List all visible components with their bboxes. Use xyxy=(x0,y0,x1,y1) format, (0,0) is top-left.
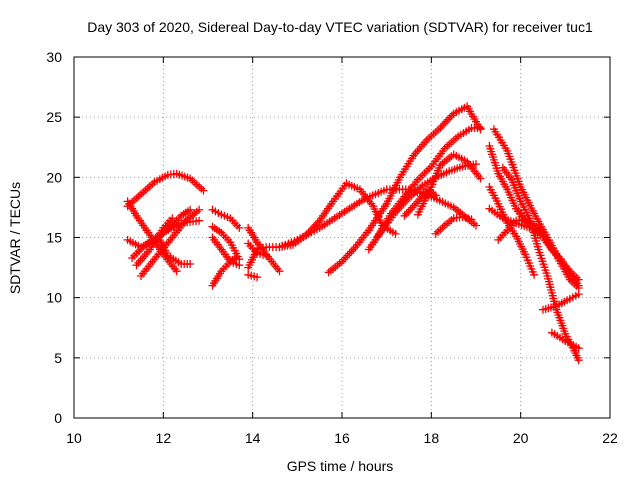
x-tick-label: 20 xyxy=(513,430,529,446)
data-point xyxy=(253,273,262,282)
data-point xyxy=(235,261,244,270)
data-point xyxy=(199,186,208,195)
data-point xyxy=(391,229,400,238)
data-point xyxy=(476,124,485,132)
data-point xyxy=(472,160,480,169)
y-tick-label: 25 xyxy=(46,109,62,125)
data-point xyxy=(235,223,244,232)
data-point xyxy=(447,111,456,120)
series-arc-21 xyxy=(413,150,485,219)
series-arc-19 xyxy=(373,124,485,241)
series-arc-27 xyxy=(485,204,583,292)
x-tick-label: 16 xyxy=(334,430,350,446)
data-point xyxy=(313,218,322,227)
series-arc-30 xyxy=(547,328,583,353)
data-point xyxy=(467,215,476,224)
x-axis-title: GPS time / hours xyxy=(287,458,394,474)
x-tick-label: 12 xyxy=(156,430,172,446)
data-point xyxy=(230,254,239,262)
data-point xyxy=(404,207,413,216)
y-tick-label: 5 xyxy=(54,350,62,366)
series-arc-13 xyxy=(244,223,284,276)
data-point xyxy=(530,270,539,279)
data-series xyxy=(123,102,583,365)
data-point xyxy=(410,201,419,210)
series-arc-15 xyxy=(244,239,271,260)
series-arc-7 xyxy=(154,233,195,268)
data-point xyxy=(476,174,485,183)
series-arc-31 xyxy=(512,204,547,236)
y-tick-label: 0 xyxy=(54,410,62,426)
data-point xyxy=(341,253,350,262)
series-arc-1 xyxy=(123,169,208,211)
data-point xyxy=(574,356,583,365)
x-tick-label: 10 xyxy=(66,430,82,446)
data-point xyxy=(443,115,452,124)
series-arc-8 xyxy=(208,205,244,232)
series-arc-14 xyxy=(244,270,262,282)
y-tick-label: 20 xyxy=(46,169,62,185)
chart-title: Day 303 of 2020, Sidereal Day-to-day VTE… xyxy=(87,19,593,35)
data-point xyxy=(186,205,195,214)
x-tick-label: 22 xyxy=(602,430,618,446)
series-arc-22 xyxy=(431,213,476,238)
data-point xyxy=(539,227,547,236)
data-point xyxy=(472,221,480,230)
data-point xyxy=(195,205,204,214)
series-arc-10 xyxy=(208,254,239,290)
data-point xyxy=(431,191,440,200)
x-tick-label: 18 xyxy=(424,430,440,446)
data-point xyxy=(275,267,284,276)
data-point xyxy=(574,290,583,299)
data-point xyxy=(186,260,195,268)
data-point xyxy=(438,121,447,130)
data-point xyxy=(262,251,271,260)
y-axis-title: SDTVAR / TECUs xyxy=(7,182,23,294)
series-arc-26 xyxy=(485,183,539,279)
y-tick-label: 10 xyxy=(46,290,62,306)
data-point xyxy=(168,214,177,223)
data-point xyxy=(400,211,409,220)
x-tick-label: 14 xyxy=(245,430,261,446)
data-point xyxy=(574,344,583,353)
axis-ticks: 10 12 14 16 18 20 22 0 5 10 15 20 25 30 xyxy=(46,49,618,446)
data-point xyxy=(172,267,181,276)
grid xyxy=(74,57,610,418)
series-arc-9 xyxy=(208,222,244,264)
series-arc-29 xyxy=(539,290,583,314)
series-arc-25 xyxy=(489,125,583,290)
series-arc-11 xyxy=(208,233,244,270)
y-tick-label: 15 xyxy=(46,230,62,246)
data-point xyxy=(345,249,354,258)
data-point xyxy=(195,216,204,225)
y-tick-label: 30 xyxy=(46,49,62,65)
